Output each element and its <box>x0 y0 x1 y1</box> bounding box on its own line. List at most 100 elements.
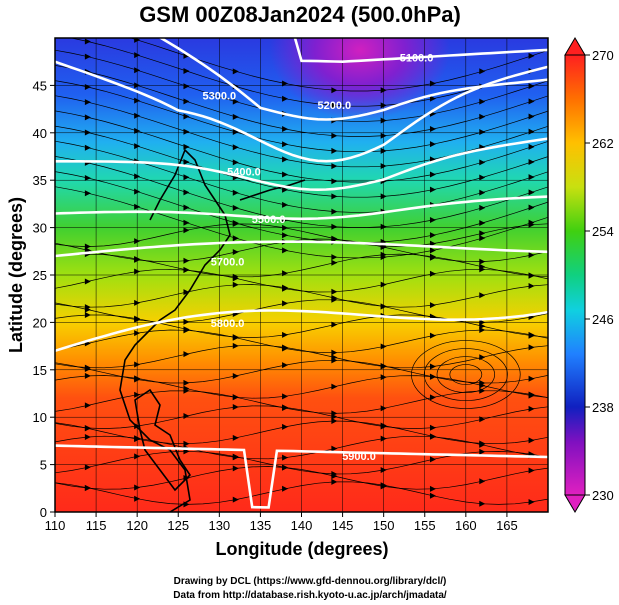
y-tick-label: 0 <box>40 505 47 520</box>
streamline-arrow <box>331 418 338 425</box>
streamline-arrow <box>331 383 338 390</box>
streamline-arrow <box>183 326 190 333</box>
x-tick-label: 145 <box>332 518 354 533</box>
contour-label: 5500.0 <box>252 214 286 226</box>
streamline-arrow <box>84 99 91 106</box>
streamline-arrow <box>528 437 535 444</box>
streamline-arrow <box>331 288 338 295</box>
colorbar-max-arrow <box>564 37 586 56</box>
streamline-arrow <box>232 281 239 288</box>
streamline-arrow <box>183 143 190 150</box>
streamline-arrow <box>429 433 436 440</box>
streamline-arrow <box>479 235 486 242</box>
streamline-arrow <box>84 485 91 492</box>
streamline-arrow <box>429 80 436 87</box>
streamline-arrow <box>232 144 239 151</box>
streamline-arrow <box>84 278 91 285</box>
y-axis-title: Latitude (degrees) <box>6 197 26 353</box>
streamline-arrow <box>232 434 239 441</box>
colorbar-tick-label: 254 <box>592 224 614 239</box>
streamline-arrow <box>528 128 535 135</box>
streamline-arrow <box>331 478 338 485</box>
streamline-arrow <box>183 257 190 264</box>
streamline-arrow <box>84 38 91 45</box>
streamline-arrow <box>479 292 486 299</box>
streamline-arrow <box>528 83 535 90</box>
coastline <box>119 148 306 512</box>
streamline-arrow <box>429 141 436 148</box>
streamline-arrow <box>331 259 338 266</box>
streamline-arrow <box>282 126 289 133</box>
streamline-arrow <box>479 263 486 270</box>
streamline-arrow <box>479 113 486 120</box>
streamline-arrow <box>183 379 190 386</box>
streamline-arrow <box>528 204 535 211</box>
contour-line <box>55 60 548 163</box>
streamline-arrow <box>479 500 486 507</box>
streamline-arrow <box>429 485 436 492</box>
streamline-arrow <box>429 171 436 178</box>
streamline-arrow <box>183 113 190 120</box>
streamline-arrow <box>528 467 535 474</box>
streamline-arrow <box>331 470 338 477</box>
streamline-arrow <box>232 496 239 503</box>
streamline-arrow <box>331 147 338 154</box>
streamline-arrow <box>429 373 436 380</box>
streamline-arrow <box>331 295 338 302</box>
streamline-arrow <box>331 87 338 94</box>
streamline-arrow <box>528 498 535 505</box>
x-tick-label: 110 <box>45 518 66 533</box>
contour-label: 5200.0 <box>318 100 352 112</box>
streamline-arrow <box>429 302 436 309</box>
streamline-arrow <box>84 402 91 409</box>
streamline-arrow <box>429 363 436 370</box>
y-tick-label: 30 <box>33 221 47 236</box>
y-tick-label: 10 <box>33 410 47 425</box>
streamline-arrow <box>282 285 289 292</box>
streamline-arrow <box>282 393 289 400</box>
streamline-arrow <box>183 227 190 234</box>
streamline-arrow <box>429 254 436 261</box>
streamline-arrow <box>528 375 535 382</box>
streamline-arrow <box>528 219 535 226</box>
streamline-arrow <box>85 23 91 29</box>
streamline-arrow <box>331 178 338 185</box>
streamline-arrow <box>232 394 239 401</box>
streamline-arrow <box>232 372 239 379</box>
streamline-arrow <box>232 465 239 472</box>
streamline-arrow <box>232 220 239 227</box>
streamline-arrow <box>429 232 436 239</box>
streamline-arrow <box>282 454 289 461</box>
x-tick-label: 165 <box>496 518 518 533</box>
colorbar-tick-label: 238 <box>592 400 614 415</box>
streamline-arrow <box>479 380 486 387</box>
streamline-arrow <box>282 300 289 307</box>
streamline-arrow <box>528 143 535 150</box>
streamline-arrow <box>479 440 486 447</box>
streamline-arrow <box>282 247 289 254</box>
grid-lines <box>55 38 548 512</box>
y-tick-label: 5 <box>40 458 47 473</box>
streamline-arrow <box>84 464 91 471</box>
streamline-arrow <box>479 448 486 455</box>
streamline-arrow <box>528 332 535 339</box>
contour-label: 5900.0 <box>342 451 376 463</box>
streamline-arrow <box>232 204 239 211</box>
x-tick-label: 140 <box>291 518 313 533</box>
streamline-arrow <box>282 232 289 239</box>
streamline-arrow <box>528 252 535 259</box>
streamline-arrow <box>528 98 535 105</box>
contour-label: 5100.0 <box>400 53 434 65</box>
streamline-arrow <box>429 456 436 463</box>
streamline-arrow <box>84 114 91 121</box>
streamline-arrow <box>528 174 535 181</box>
streamline-arrow <box>479 159 486 166</box>
x-axis-title: Longitude (degrees) <box>215 539 388 559</box>
streamline-arrow <box>479 258 486 265</box>
streamline-arrow <box>282 186 289 193</box>
y-tick-label: 40 <box>33 126 47 141</box>
streamline-arrow <box>232 98 239 105</box>
contour-line <box>55 309 548 353</box>
streamline-arrow <box>282 201 289 208</box>
